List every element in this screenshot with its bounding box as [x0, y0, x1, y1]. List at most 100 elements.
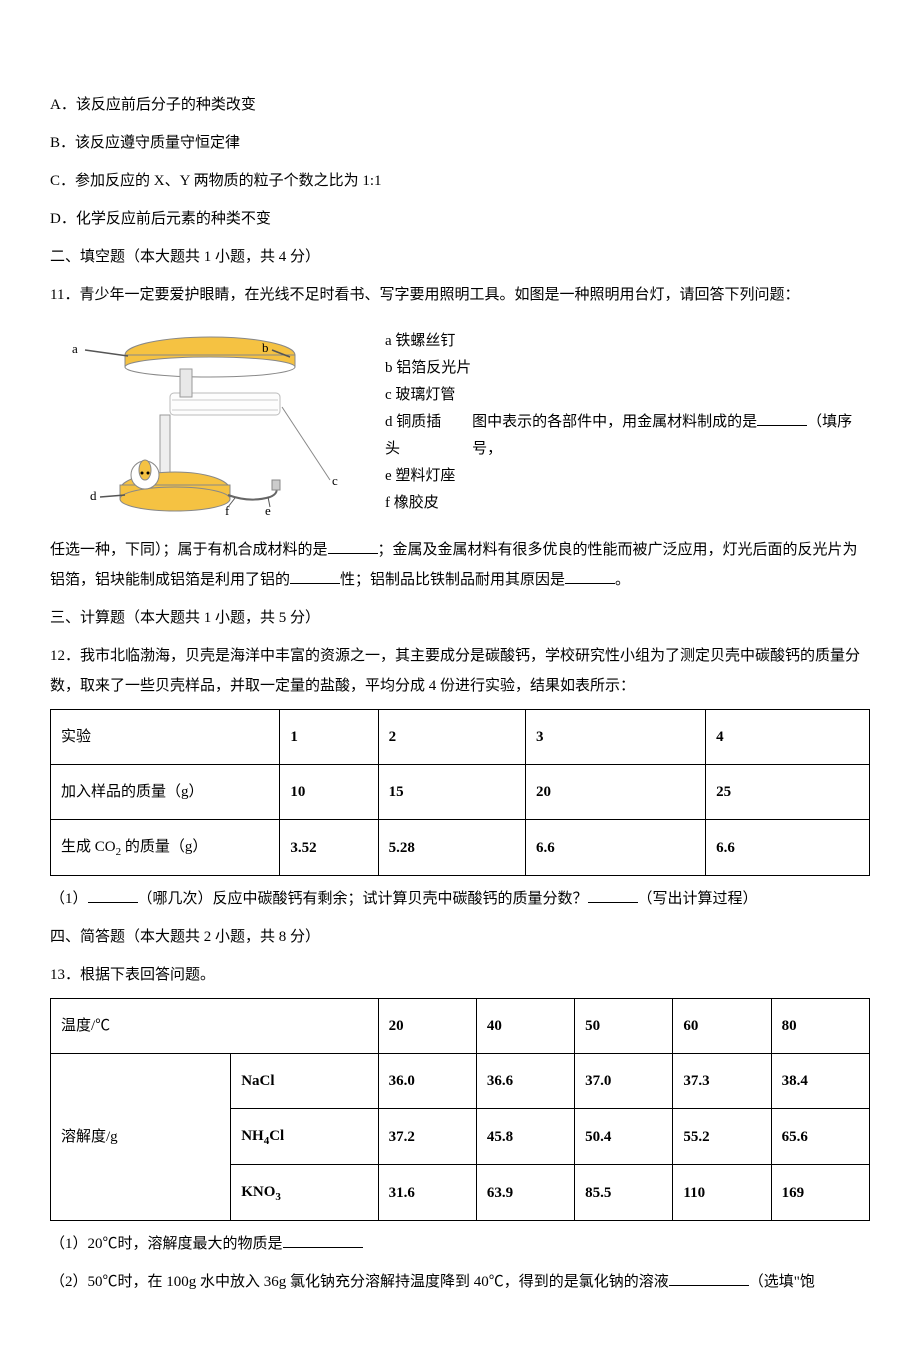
q11-continued: 任选一种，下同）；属于有机合成材料的是；金属及金属材料有很多优良的性能而被广泛应…	[50, 535, 870, 595]
q11-text2d: 。	[615, 572, 630, 588]
table-row: 溶解度/g NaCl 36.0 36.6 37.0 37.3 38.4	[51, 1054, 870, 1109]
legend-list: a 铁螺丝钉 b 铝箔反光片 c 玻璃灯管 d 铜质插头 图中表示的各部件中，用…	[385, 328, 870, 517]
lamp-svg: a b c d e f	[50, 325, 345, 520]
t2-r3-5: 169	[771, 1165, 869, 1221]
t1-r2-label: 加入样品的质量（g）	[51, 765, 280, 820]
t2-t4: 60	[673, 999, 771, 1054]
blank-organic	[328, 539, 378, 554]
t2-r1-3: 37.0	[575, 1054, 673, 1109]
t1-r3-1: 3.52	[280, 820, 378, 876]
blank-fraction	[588, 888, 638, 903]
svg-text:b: b	[262, 340, 269, 355]
section-4-header: 四、简答题（本大题共 2 小题，共 8 分）	[50, 922, 870, 952]
blank-which	[88, 888, 138, 903]
q12-sub1: （1） （哪几次）反应中碳酸钙有剩余；试计算贝壳中碳酸钙的质量分数？ （写出计算过程…	[50, 884, 870, 914]
t2-r2-1: 37.2	[378, 1109, 476, 1165]
svg-text:c: c	[332, 473, 338, 488]
table-row: 实验 1 2 3 4	[51, 710, 870, 765]
q12-sub1c: （写出计算过程）	[638, 891, 758, 907]
lamp-figure-block: a b c d e f a 铁	[50, 325, 870, 520]
kno3-sub: 3	[275, 1191, 281, 1203]
section-3-header: 三、计算题（本大题共 1 小题，共 5 分）	[50, 603, 870, 633]
blank-metal	[757, 411, 807, 426]
q11-text2a: 任选一种，下同）；属于有机合成材料的是	[50, 542, 328, 558]
legend-and-text: a 铁螺丝钉 b 铝箔反光片 c 玻璃灯管 d 铜质插头 图中表示的各部件中，用…	[385, 328, 870, 517]
lamp-image: a b c d e f	[50, 325, 345, 520]
t2-r1-2: 36.6	[476, 1054, 574, 1109]
t2-r2-2: 45.8	[476, 1109, 574, 1165]
q11-text2c: 性；铝制品比铁制品耐用其原因是	[340, 572, 565, 588]
legend-c: c 玻璃灯管	[385, 382, 870, 409]
t1-r2-4: 25	[706, 765, 870, 820]
t1-h4: 4	[706, 710, 870, 765]
option-a: A．该反应前后分子的种类改变	[50, 90, 870, 120]
q13-sub1: （1）20℃时，溶解度最大的物质是	[50, 1229, 870, 1259]
table-row: 温度/℃ 20 40 50 60 80	[51, 999, 870, 1054]
option-c: C．参加反应的 X、Y 两物质的粒子个数之比为 1:1	[50, 166, 870, 196]
t2-r3-2: 63.9	[476, 1165, 574, 1221]
t1-h1: 1	[280, 710, 378, 765]
co2-post: 的质量（g）	[121, 839, 207, 855]
option-d: D．化学反应前后元素的种类不变	[50, 204, 870, 234]
legend-e: e 塑料灯座	[385, 463, 870, 490]
t2-sub2: NH4Cl	[231, 1109, 378, 1165]
t2-t5: 80	[771, 999, 869, 1054]
legend-a: a 铁螺丝钉	[385, 328, 870, 355]
t2-r1-4: 37.3	[673, 1054, 771, 1109]
t1-r3-label: 生成 CO2 的质量（g）	[51, 820, 280, 876]
t1-r2-1: 10	[280, 765, 378, 820]
section-2-header: 二、填空题（本大题共 1 小题，共 4 分）	[50, 242, 870, 272]
legend-b: b 铝箔反光片	[385, 355, 870, 382]
t2-t3: 50	[575, 999, 673, 1054]
blank-ductility	[290, 569, 340, 584]
table-row: 加入样品的质量（g） 10 15 20 25	[51, 765, 870, 820]
question-13-intro: 13．根据下表回答问题。	[50, 960, 870, 990]
legend-f: f 橡胶皮	[385, 490, 870, 517]
table-experiment: 实验 1 2 3 4 加入样品的质量（g） 10 15 20 25 生成 CO2…	[50, 709, 870, 876]
t1-r3-3: 6.6	[525, 820, 705, 876]
t1-h3: 3	[525, 710, 705, 765]
t2-r2-3: 50.4	[575, 1109, 673, 1165]
question-11-intro: 11．青少年一定要爱护眼睛，在光线不足时看书、写字要用照明工具。如图是一种照明用…	[50, 280, 870, 310]
blank-reason	[565, 569, 615, 584]
t2-r1-5: 38.4	[771, 1054, 869, 1109]
question-12-intro: 12．我市北临渤海，贝壳是海洋中丰富的资源之一，其主要成分是碳酸钙，学校研究性小…	[50, 641, 870, 701]
option-b: B．该反应遵守质量守恒定律	[50, 128, 870, 158]
svg-text:d: d	[90, 488, 97, 503]
blank-max-sol	[283, 1233, 363, 1248]
t2-temp-label: 温度/℃	[51, 999, 379, 1054]
nh4cl-pre: NH	[241, 1128, 264, 1144]
t1-r3-2: 5.28	[378, 820, 525, 876]
t1-r3-4: 6.6	[706, 820, 870, 876]
table-row: 生成 CO2 的质量（g） 3.52 5.28 6.6 6.6	[51, 820, 870, 876]
blank-saturated	[669, 1271, 749, 1286]
t2-t2: 40	[476, 999, 574, 1054]
q12-sub1a: （1）	[50, 891, 88, 907]
t2-t1: 20	[378, 999, 476, 1054]
t2-r1-1: 36.0	[378, 1054, 476, 1109]
co2-pre: 生成 CO	[61, 839, 116, 855]
q12-sub1b: （哪几次）反应中碳酸钙有剩余；试计算贝壳中碳酸钙的质量分数？	[138, 891, 588, 907]
t2-r3-1: 31.6	[378, 1165, 476, 1221]
t2-r3-4: 110	[673, 1165, 771, 1221]
t1-h0: 实验	[51, 710, 280, 765]
t2-r3-3: 85.5	[575, 1165, 673, 1221]
kno3-pre: KNO	[241, 1184, 275, 1200]
t1-r2-3: 20	[525, 765, 705, 820]
t2-sub3: KNO3	[231, 1165, 378, 1221]
t1-r2-2: 15	[378, 765, 525, 820]
q13-sub2b: （选填"饱	[749, 1274, 815, 1290]
q11-text1: 图中表示的各部件中，用金属材料制成的是	[472, 414, 757, 430]
q13-sub1-text: （1）20℃时，溶解度最大的物质是	[50, 1236, 283, 1252]
t1-h2: 2	[378, 710, 525, 765]
q13-sub2a: （2）50℃时，在 100g 水中放入 36g 氯化钠充分溶解持温度降到 40℃…	[50, 1274, 669, 1290]
nh4cl-post: Cl	[269, 1128, 284, 1144]
table-solubility: 温度/℃ 20 40 50 60 80 溶解度/g NaCl 36.0 36.6…	[50, 998, 870, 1221]
t2-r2-5: 65.6	[771, 1109, 869, 1165]
t2-sub1: NaCl	[231, 1054, 378, 1109]
svg-text:a: a	[72, 341, 78, 356]
t2-sol-label: 溶解度/g	[51, 1054, 231, 1221]
q13-sub2: （2）50℃时，在 100g 水中放入 36g 氯化钠充分溶解持温度降到 40℃…	[50, 1267, 870, 1297]
t2-r2-4: 55.2	[673, 1109, 771, 1165]
legend-d: d 铜质插头	[385, 409, 454, 463]
